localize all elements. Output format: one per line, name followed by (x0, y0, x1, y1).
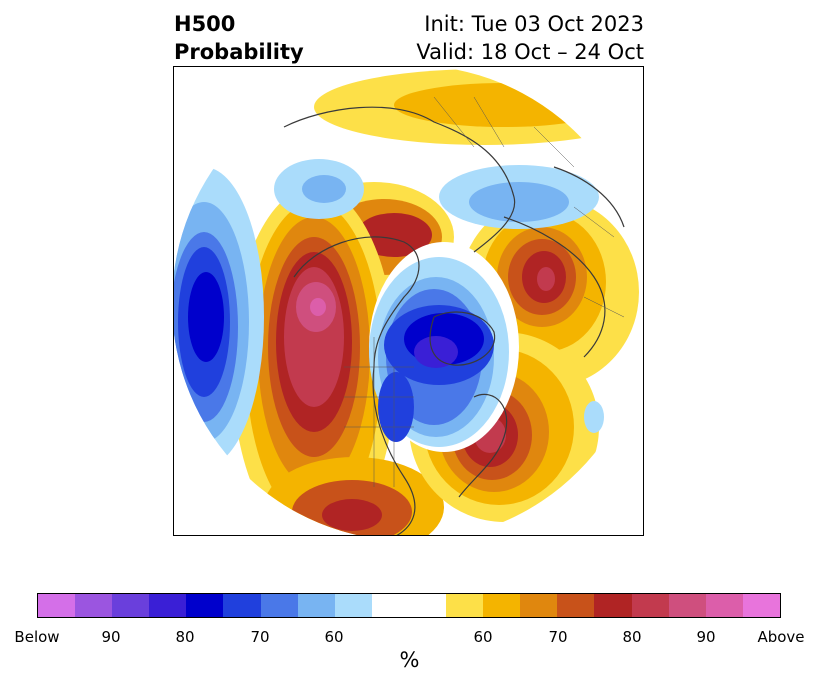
colorbar-swatch (38, 594, 76, 617)
colorbar-swatch (520, 594, 558, 617)
colorbar-tick-label: 80 (175, 628, 195, 646)
title-field: Probability (174, 40, 304, 64)
map-dates: Init: Tue 03 Oct 2023 Valid: 18 Oct – 24… (416, 10, 644, 66)
colorbar-tick-label: 90 (101, 628, 121, 646)
colorbar (37, 593, 781, 618)
colorbar-swatch (186, 594, 224, 617)
title-variable: H500 (174, 12, 236, 36)
colorbar-tick-label: 60 (473, 628, 493, 646)
probability-field (174, 67, 643, 535)
init-date: Init: Tue 03 Oct 2023 (424, 12, 644, 36)
colorbar-tick-label: 60 (324, 628, 344, 646)
colorbar-tick-label: Above (757, 628, 805, 646)
colorbar-swatch (260, 594, 298, 617)
below-normal-region-small (584, 401, 604, 433)
colorbar-swatch (594, 594, 632, 617)
colorbar-swatch (446, 594, 484, 617)
colorbar-tick-label: 70 (250, 628, 270, 646)
valid-date-range: Valid: 18 Oct – 24 Oct (416, 40, 644, 64)
colorbar-swatch (557, 594, 595, 617)
colorbar-tick-labels: Below 90 80 70 60 60 70 80 90 Above (0, 628, 819, 646)
probability-map (173, 66, 644, 536)
above-normal-region-north-america-west (232, 187, 396, 535)
colorbar-tick-label: 80 (622, 628, 642, 646)
below-normal-region-central (369, 242, 519, 452)
colorbar-swatch (631, 594, 669, 617)
colorbar-swatch (75, 594, 113, 617)
map-title: H500 Probability (174, 10, 304, 66)
colorbar-swatch (223, 594, 261, 617)
below-normal-region-alaska (274, 159, 364, 219)
above-normal-region-east-europe (459, 197, 639, 387)
colorbar-swatch (334, 594, 372, 617)
colorbar-swatch (149, 594, 187, 617)
colorbar-swatch (742, 594, 780, 617)
colorbar-unit-label: % (399, 648, 420, 672)
colorbar-swatch (483, 594, 521, 617)
colorbar-swatch (705, 594, 743, 617)
colorbar-swatch (408, 594, 447, 617)
colorbar-tick-label: 90 (696, 628, 716, 646)
colorbar-swatch (297, 594, 335, 617)
coastlines (283, 106, 625, 535)
map-canvas (174, 67, 643, 535)
colorbar-tick-label: Below (14, 628, 60, 646)
colorbar-swatch (112, 594, 150, 617)
colorbar-swatch (371, 594, 409, 617)
colorbar-tick-label: 70 (548, 628, 568, 646)
colorbar-swatch (668, 594, 706, 617)
country-borders (344, 96, 625, 487)
below-normal-region-siberia (439, 165, 599, 229)
